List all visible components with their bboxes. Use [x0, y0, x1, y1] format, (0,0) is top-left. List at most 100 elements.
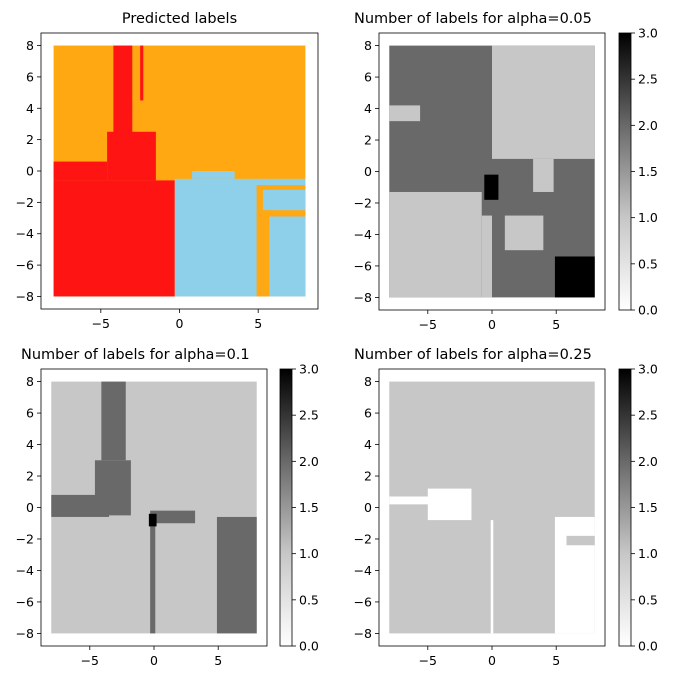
y-tick-label: 2 [26, 132, 34, 147]
colorbar-tick-label: 1.5 [638, 500, 658, 515]
region-8 [554, 256, 595, 298]
y-tick-label: −2 [16, 531, 34, 546]
y-tick-label: −6 [16, 594, 34, 609]
y-tick-label: −4 [354, 563, 372, 578]
region-3 [140, 45, 144, 101]
x-tick-label: −5 [419, 317, 437, 332]
y-tick-label: 4 [364, 101, 372, 116]
colorbar-tick-label: 3.0 [638, 362, 658, 377]
region-5 [53, 161, 108, 181]
region-5 [216, 516, 257, 634]
y-tick-label: 6 [364, 406, 372, 421]
y-tick-label: 2 [364, 133, 372, 148]
y-tick-label: −4 [16, 563, 34, 578]
region-5 [566, 535, 595, 546]
chart-title: Number of labels for alpha=0.1 [21, 347, 250, 363]
colorbar-tick-label: 0.5 [638, 256, 658, 271]
region-3 [389, 191, 482, 298]
y-tick-label: −2 [354, 531, 372, 546]
region-11 [262, 210, 270, 297]
region-1 [53, 180, 175, 297]
x-tick-label: 0 [176, 316, 184, 331]
region-1 [492, 45, 595, 159]
colorbar-gradient [619, 33, 631, 310]
region-4 [150, 510, 196, 524]
x-tick-label: 5 [214, 653, 222, 668]
colorbar-tick-label: 2.0 [638, 454, 658, 469]
region-7 [484, 174, 499, 200]
colorbar-tick-label: 1.0 [638, 210, 658, 225]
chart-title: Number of labels for alpha=0.25 [354, 347, 592, 363]
y-tick-label: 2 [26, 469, 34, 484]
colorbar-tick-label: 2.0 [638, 118, 658, 133]
subplot-4: −5 0 5 8 6 4 2 0 −2 −4 −6 −8 Number of labels for al… [354, 347, 658, 668]
x-tick-label: −5 [92, 316, 110, 331]
colorbar-tick-label: 1.0 [299, 546, 319, 561]
y-tick-label: 6 [26, 406, 34, 421]
y-tick-label: 6 [26, 69, 34, 84]
plot-area [53, 45, 306, 297]
y-tick-label: 4 [26, 437, 34, 452]
y-tick-label: 0 [26, 500, 34, 515]
region-7 [192, 171, 235, 179]
colorbar: 0.0 0.5 1.0 1.5 2.0 2.5 3.0 [618, 26, 658, 318]
region-5 [504, 215, 544, 251]
region-9 [256, 185, 306, 190]
region-10 [262, 210, 306, 217]
region-1 [101, 381, 126, 461]
x-tick-label: 0 [488, 317, 496, 332]
y-tick-label: 8 [364, 374, 372, 389]
y-tick-label: −6 [16, 258, 34, 273]
y-tick-label: −8 [354, 290, 372, 305]
x-tick-label: 5 [254, 316, 262, 331]
colorbar-tick-label: 0.0 [638, 639, 658, 654]
subplot-3: −5 0 5 8 6 4 2 0 −2 −4 −6 −8 Number of labels for al… [16, 347, 319, 668]
y-tick-label: 8 [26, 374, 34, 389]
x-tick-label: 5 [552, 653, 560, 668]
region-3 [490, 520, 494, 634]
y-tick-label: 2 [364, 469, 372, 484]
region-7 [148, 513, 157, 527]
region-6 [174, 178, 306, 297]
y-tick-label: −8 [354, 626, 372, 641]
x-tick-label: 5 [552, 317, 560, 332]
colorbar: 0.0 0.5 1.0 1.5 2.0 2.5 3.0 [618, 362, 658, 654]
colorbar-tick-label: 0.5 [638, 592, 658, 607]
colorbar: 0.0 0.5 1.0 1.5 2.0 2.5 3.0 [279, 362, 319, 654]
y-tick-label: −2 [354, 195, 372, 210]
region-2 [389, 496, 435, 505]
x-tick-label: −5 [81, 653, 99, 668]
colorbar-tick-label: 2.0 [299, 454, 319, 469]
y-tick-label: 8 [26, 38, 34, 53]
y-tick-label: −4 [16, 226, 34, 241]
colorbar-tick-label: 1.5 [299, 500, 319, 515]
region-8 [256, 185, 263, 297]
y-tick-label: 4 [26, 101, 34, 116]
colorbar-tick-label: 3.0 [299, 362, 319, 377]
colorbar-tick-label: 0.0 [299, 639, 319, 654]
x-tick-label: 0 [488, 653, 496, 668]
colorbar-gradient [619, 369, 631, 646]
colorbar-tick-label: 3.0 [638, 26, 658, 41]
subplot-2: −5 0 5 8 6 4 2 0 −2 −4 −6 −8 Number of labels for al… [354, 11, 658, 332]
chart-title: Predicted labels [122, 11, 237, 27]
x-tick-label: 0 [150, 653, 158, 668]
region-2 [389, 105, 421, 122]
y-tick-label: −2 [16, 195, 34, 210]
y-tick-label: 0 [364, 500, 372, 515]
colorbar-tick-label: 1.5 [638, 164, 658, 179]
y-tick-label: −8 [16, 626, 34, 641]
colorbar-tick-label: 2.5 [638, 408, 658, 423]
region-1 [427, 488, 472, 521]
colorbar-tick-label: 0.5 [299, 592, 319, 607]
region-6 [533, 158, 554, 192]
y-tick-label: 0 [364, 164, 372, 179]
x-tick-label: −5 [419, 653, 437, 668]
region-6 [150, 523, 156, 634]
colorbar-tick-label: 2.5 [638, 72, 658, 87]
region-4 [554, 516, 595, 634]
region-4 [481, 215, 492, 298]
y-tick-label: 6 [364, 70, 372, 85]
y-tick-label: −6 [354, 594, 372, 609]
